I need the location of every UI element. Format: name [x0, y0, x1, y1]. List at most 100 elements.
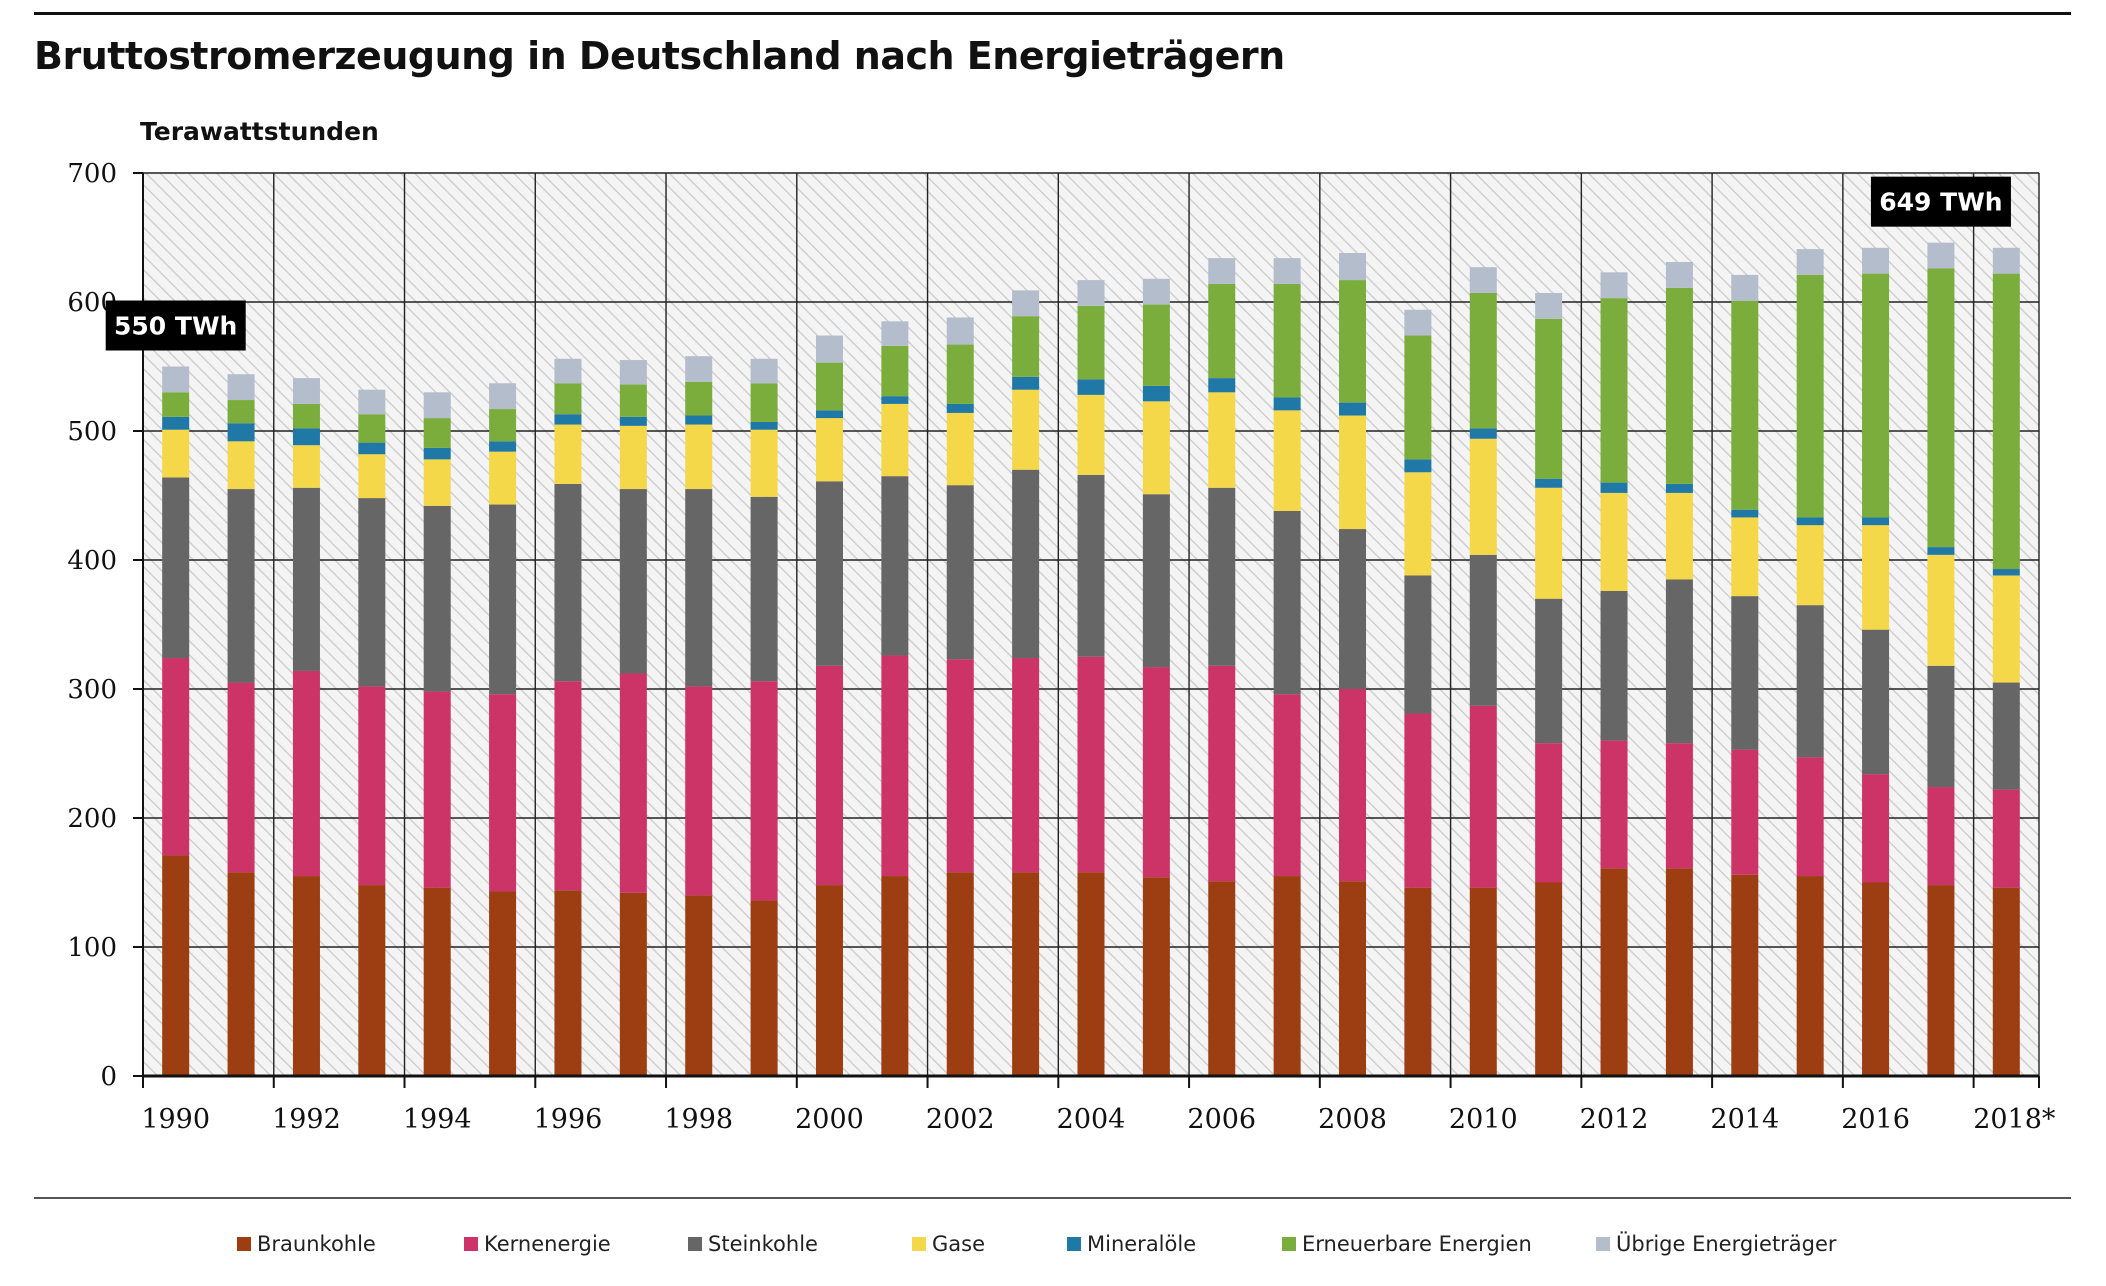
bar-segment-braunkohle — [685, 895, 713, 1076]
bar-segment-braunkohle — [1339, 881, 1367, 1076]
bar-segment-übrige-energieträger — [358, 389, 386, 415]
bar-segment-mineralöle — [1208, 378, 1236, 393]
bar-segment-kernenergie — [1208, 665, 1236, 882]
bar-segment-braunkohle — [1208, 881, 1236, 1076]
bar-segment-gase — [946, 412, 974, 486]
bar-segment-braunkohle — [946, 872, 974, 1076]
legend-item-steinkohle: Steinkohle — [688, 1232, 818, 1256]
bar-segment-braunkohle — [489, 891, 517, 1076]
bar-segment-braunkohle — [1862, 882, 1890, 1076]
bar-segment-braunkohle — [1469, 887, 1497, 1076]
total-annotation-label: 649 TWh — [1879, 188, 2002, 217]
bar-segment-erneuerbare-energien — [227, 400, 255, 424]
bar-segment-gase — [1731, 517, 1759, 597]
bar-segment-erneuerbare-energien — [162, 392, 190, 417]
bar-segment-steinkohle — [1077, 474, 1105, 657]
legend-item-mineralöle: Mineralöle — [1067, 1232, 1196, 1256]
bar-segment-kernenergie — [685, 686, 713, 896]
y-tick-label: 700 — [67, 159, 117, 189]
bar-segment-steinkohle — [1600, 590, 1628, 741]
bar-segment-übrige-energieträger — [685, 356, 713, 382]
y-axis-unit-label: Terawattstunden — [140, 117, 379, 146]
bar-segment-erneuerbare-energien — [1077, 305, 1105, 380]
legend-swatch — [1596, 1237, 1610, 1251]
chart-title: Bruttostromerzeugung in Deutschland nach… — [34, 34, 1285, 78]
bottom-rule — [34, 1197, 2071, 1199]
bar-segment-braunkohle — [881, 876, 909, 1076]
legend-swatch — [1067, 1237, 1081, 1251]
bar-segment-mineralöle — [1077, 379, 1105, 395]
bar-segment-kernenergie — [1600, 740, 1628, 869]
bar-segment-mineralöle — [1469, 428, 1497, 439]
bar-segment-steinkohle — [946, 485, 974, 660]
bar-segment-erneuerbare-energien — [1535, 318, 1563, 479]
bar-segment-übrige-energieträger — [292, 378, 320, 404]
bar-segment-braunkohle — [423, 887, 451, 1076]
bar-segment-steinkohle — [750, 496, 778, 682]
bar-segment-steinkohle — [1535, 598, 1563, 744]
legend-item-gase: Gase — [912, 1232, 985, 1256]
bar-segment-braunkohle — [1077, 872, 1105, 1076]
bar-segment-übrige-energieträger — [1927, 242, 1955, 269]
bar-segment-kernenergie — [1927, 787, 1955, 886]
bar-segment-mineralöle — [554, 414, 582, 425]
bar-segment-gase — [1927, 554, 1955, 666]
legend-swatch — [464, 1237, 478, 1251]
bar-segment-kernenergie — [489, 694, 517, 892]
bar-segment-mineralöle — [685, 415, 713, 425]
bar-segment-steinkohle — [1404, 575, 1432, 714]
bar-segment-gase — [1796, 525, 1824, 606]
bar-segment-erneuerbare-energien — [1600, 298, 1628, 483]
bar-segment-steinkohle — [423, 505, 451, 692]
bar-segment-kernenergie — [423, 691, 451, 888]
bar-segment-übrige-energieträger — [1600, 272, 1628, 299]
top-rule — [34, 12, 2071, 15]
bar-segment-gase — [554, 424, 582, 484]
bar-segment-gase — [1535, 487, 1563, 599]
bar-segment-erneuerbare-energien — [1142, 304, 1170, 386]
legend-label: Braunkohle — [257, 1232, 376, 1256]
bar-segment-mineralöle — [1142, 385, 1170, 402]
bar-segment-übrige-energieträger — [1012, 290, 1040, 317]
bar-segment-braunkohle — [1731, 874, 1759, 1076]
bar-segment-braunkohle — [815, 885, 843, 1076]
bar-segment-mineralöle — [750, 421, 778, 430]
bar-segment-kernenergie — [1469, 705, 1497, 888]
bar-segment-gase — [1077, 394, 1105, 475]
bar-segment-steinkohle — [358, 498, 386, 687]
bar-segment-gase — [1404, 472, 1432, 576]
bar-segment-gase — [815, 418, 843, 482]
bar-segment-kernenergie — [292, 670, 320, 877]
bar-segment-gase — [1012, 389, 1040, 470]
bar-segment-kernenergie — [750, 681, 778, 901]
bar-segment-steinkohle — [1731, 596, 1759, 750]
bar-segment-kernenergie — [1339, 689, 1367, 882]
bar-segment-steinkohle — [881, 476, 909, 656]
bar-segment-steinkohle — [1469, 554, 1497, 706]
bar-segment-mineralöle — [1927, 547, 1955, 555]
bar-segment-kernenergie — [1992, 789, 2020, 888]
bar-segment-mineralöle — [1992, 569, 2020, 576]
bar-segment-gase — [1339, 415, 1367, 530]
bar-segment-kernenergie — [1273, 694, 1301, 877]
legend-label: Gase — [932, 1232, 986, 1256]
bar-segment-gase — [358, 454, 386, 499]
bar-segment-kernenergie — [227, 682, 255, 873]
bar-segment-kernenergie — [881, 655, 909, 877]
bar-segment-mineralöle — [1796, 517, 1824, 526]
bar-segment-mineralöle — [1339, 402, 1367, 416]
bar-segment-erneuerbare-energien — [554, 383, 582, 415]
x-tick-label: 1998 — [664, 1104, 733, 1135]
bar-segment-mineralöle — [227, 423, 255, 442]
bar-segment-übrige-energieträger — [1992, 247, 2020, 274]
bar-segment-erneuerbare-energien — [881, 345, 909, 397]
bar-segment-steinkohle — [1927, 665, 1955, 788]
total-annotation-box — [105, 300, 246, 351]
bar-segment-kernenergie — [1862, 774, 1890, 883]
bar-segment-braunkohle — [1404, 887, 1432, 1076]
bar-segment-erneuerbare-energien — [1208, 283, 1236, 379]
x-tick-label: 2018* — [1973, 1104, 2056, 1135]
x-tick-label: 2016 — [1841, 1104, 1910, 1135]
bar-segment-erneuerbare-energien — [685, 381, 713, 416]
